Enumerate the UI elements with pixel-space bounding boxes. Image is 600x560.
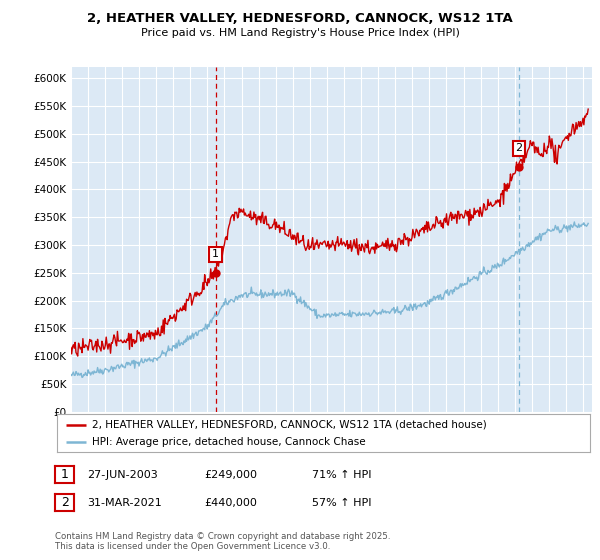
- Text: 71% ↑ HPI: 71% ↑ HPI: [312, 470, 371, 480]
- Text: £249,000: £249,000: [204, 470, 257, 480]
- Text: 2, HEATHER VALLEY, HEDNESFORD, CANNOCK, WS12 1TA: 2, HEATHER VALLEY, HEDNESFORD, CANNOCK, …: [87, 12, 513, 25]
- Text: 27-JUN-2003: 27-JUN-2003: [87, 470, 158, 480]
- Text: 2: 2: [61, 496, 69, 509]
- Text: £440,000: £440,000: [204, 498, 257, 508]
- Text: 1: 1: [212, 249, 219, 259]
- Text: Price paid vs. HM Land Registry's House Price Index (HPI): Price paid vs. HM Land Registry's House …: [140, 28, 460, 38]
- Text: 2: 2: [515, 143, 523, 153]
- Text: 2, HEATHER VALLEY, HEDNESFORD, CANNOCK, WS12 1TA (detached house): 2, HEATHER VALLEY, HEDNESFORD, CANNOCK, …: [92, 419, 487, 430]
- Text: 1: 1: [61, 468, 69, 481]
- Text: HPI: Average price, detached house, Cannock Chase: HPI: Average price, detached house, Cann…: [92, 437, 365, 447]
- Text: 31-MAR-2021: 31-MAR-2021: [87, 498, 162, 508]
- Text: 57% ↑ HPI: 57% ↑ HPI: [312, 498, 371, 508]
- Text: Contains HM Land Registry data © Crown copyright and database right 2025.
This d: Contains HM Land Registry data © Crown c…: [55, 532, 391, 552]
